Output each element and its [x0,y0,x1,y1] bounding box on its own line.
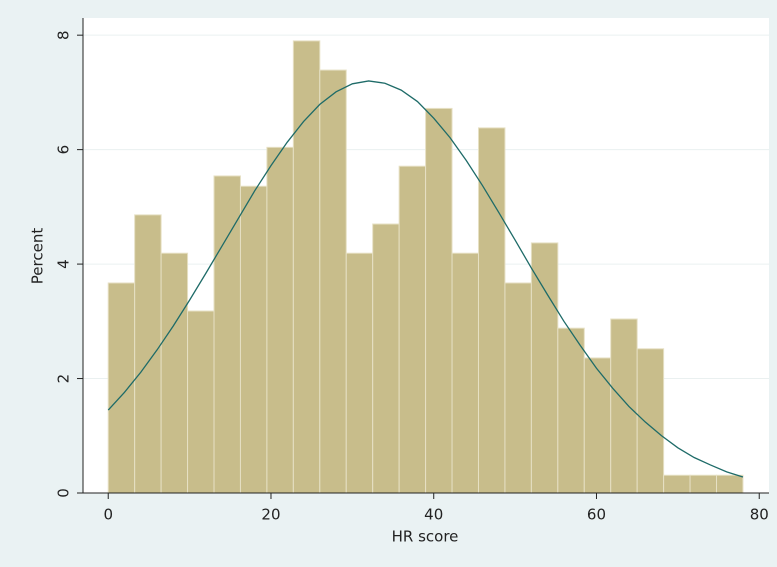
bar [107,282,136,494]
x-tick-label: 0 [103,506,113,524]
x-axis-title: HR score [392,528,459,546]
bar [689,474,718,494]
y-tick-label: 0 [55,488,73,498]
bar [239,185,268,494]
x-tick-label: 60 [587,506,606,524]
x-tick-label: 80 [750,506,769,524]
bar [425,107,453,494]
bar [477,127,506,494]
y-tick-label: 8 [55,30,73,40]
bar [530,242,559,494]
bar [134,214,162,494]
y-tick-label: 2 [55,374,73,384]
x-tick-label: 40 [424,506,443,524]
bar [345,252,374,494]
bar [663,474,691,494]
bar [187,310,215,494]
bar [160,252,189,494]
bar [372,223,400,494]
bar [583,357,612,494]
bar [398,165,427,494]
bar [504,282,532,494]
bar [213,175,241,494]
y-tick-label: 6 [55,145,73,155]
x-tick-label: 20 [261,506,280,524]
y-tick-label: 4 [55,259,73,269]
bar [451,252,479,494]
density-curve [107,80,744,478]
bar [266,146,294,494]
bar [319,69,347,494]
bar [610,318,638,494]
y-axis-title: Percent [29,228,47,285]
bar [716,474,744,494]
bar [636,348,665,494]
bar [557,327,585,494]
